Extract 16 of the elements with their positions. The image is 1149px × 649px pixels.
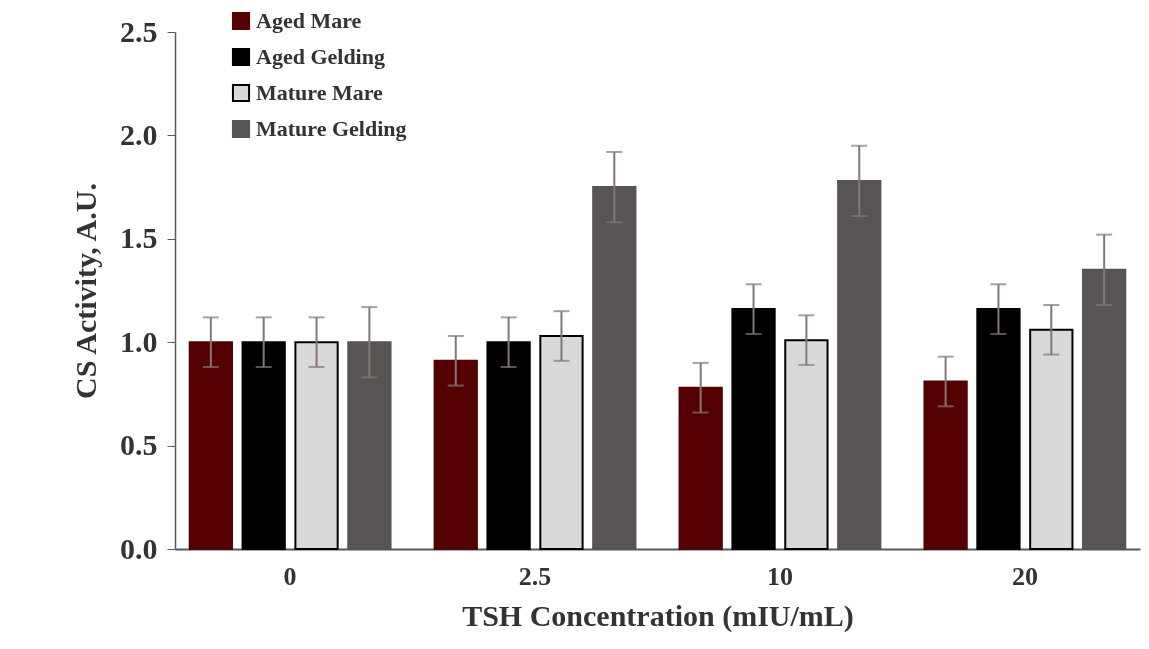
y-axis-title: CS Activity, A.U.: [69, 183, 102, 399]
legend-label: Aged Mare: [256, 8, 362, 33]
x-tick-label: 0: [283, 561, 297, 591]
legend-label: Aged Gelding: [256, 44, 385, 69]
legend-label: Mature Gelding: [256, 116, 407, 141]
y-tick-label: 0.0: [120, 531, 158, 565]
legend-label: Mature Mare: [256, 80, 384, 105]
y-tick-label: 2.0: [120, 117, 158, 151]
y-tick-label: 2.5: [120, 14, 158, 48]
x-tick-label: 10: [766, 561, 793, 591]
y-tick-label: 1.0: [120, 324, 158, 358]
y-tick-label: 1.5: [120, 221, 158, 255]
x-tick-label: 2.5: [518, 561, 552, 591]
x-axis-title: TSH Concentration (mIU/mL): [462, 598, 854, 633]
x-tick-label: 20: [1011, 561, 1038, 591]
y-tick-label: 0.5: [120, 428, 158, 462]
